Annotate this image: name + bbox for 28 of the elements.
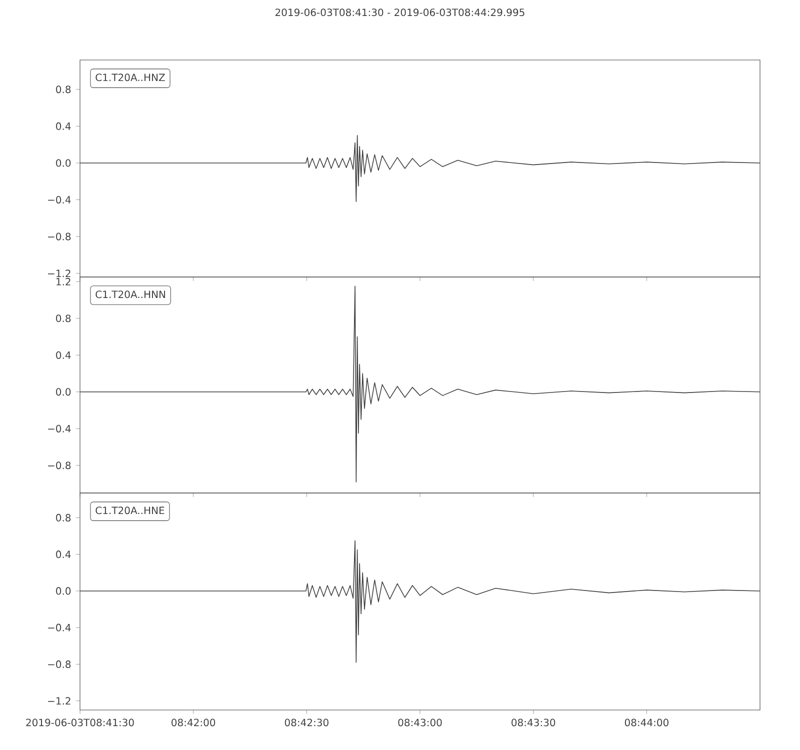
y-tick-label: −1.2 bbox=[48, 697, 70, 705]
y-tick-label: −1.2 bbox=[48, 270, 70, 278]
x-tick-label: 08:44:00 bbox=[624, 718, 668, 726]
y-tick-label: 0.8 bbox=[56, 86, 71, 94]
legend-label: C1.T20A..HNE bbox=[96, 506, 164, 514]
y-tick-label: 0.0 bbox=[56, 388, 71, 396]
x-tick-label: 2019-06-03T08:41:30 bbox=[26, 718, 134, 726]
y-tick-label: 0.0 bbox=[56, 159, 71, 167]
y-tick-label: −0.4 bbox=[48, 196, 71, 204]
y-tick-label: −0.8 bbox=[48, 462, 71, 470]
y-tick-label: 0.4 bbox=[56, 550, 71, 558]
y-tick-label: 0.8 bbox=[56, 514, 71, 522]
x-tick-label: 08:43:00 bbox=[398, 718, 442, 726]
legend-label: C1.T20A..HNN bbox=[96, 290, 166, 298]
y-tick-label: 1.2 bbox=[56, 278, 70, 286]
x-tick-label: 08:42:00 bbox=[172, 718, 216, 726]
x-tick-label: 08:43:30 bbox=[512, 718, 556, 726]
y-tick-label: −0.4 bbox=[48, 624, 71, 632]
y-tick-label: 0.4 bbox=[56, 351, 71, 359]
y-tick-label: 0.0 bbox=[56, 587, 71, 595]
y-tick-label: −0.4 bbox=[48, 424, 71, 432]
y-tick-label: 0.8 bbox=[56, 314, 71, 322]
chart-title: 2019-06-03T08:41:30 - 2019-06-03T08:44:29.995 bbox=[275, 8, 524, 16]
x-tick-label: 08:42:30 bbox=[284, 718, 328, 726]
y-tick-label: 0.4 bbox=[56, 122, 71, 130]
y-tick-label: −0.8 bbox=[48, 232, 71, 240]
legend-label: C1.T20A..HNZ bbox=[96, 74, 165, 82]
y-tick-label: −0.8 bbox=[48, 660, 71, 668]
